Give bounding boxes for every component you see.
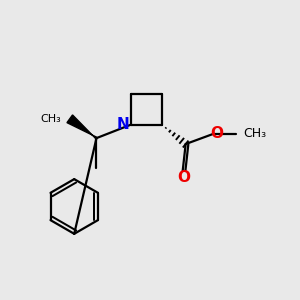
Text: CH₃: CH₃ xyxy=(41,114,62,124)
Polygon shape xyxy=(67,115,97,139)
Text: O: O xyxy=(177,170,190,185)
Text: N: N xyxy=(117,117,130,132)
Text: O: O xyxy=(210,126,224,141)
Text: CH₃: CH₃ xyxy=(244,127,267,140)
